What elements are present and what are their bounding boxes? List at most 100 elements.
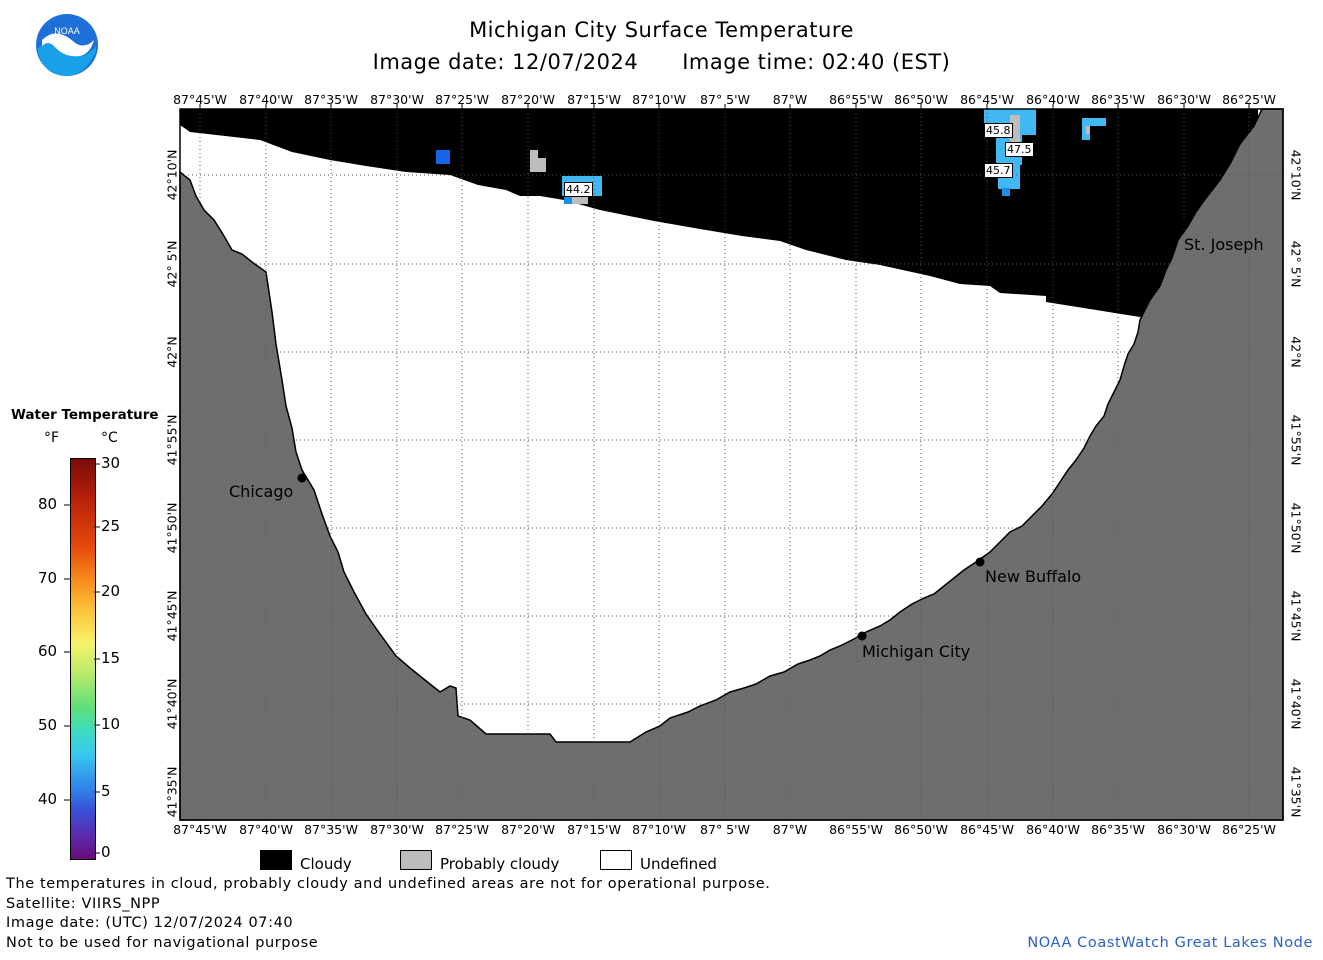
- legend-label-undefined: Undefined: [640, 855, 717, 873]
- lat-label-left: 41°40'N: [164, 678, 180, 730]
- footer-navigation-note: Not to be used for navigational purpose: [6, 935, 319, 951]
- image-date: Image date: 12/07/2024: [372, 50, 639, 74]
- colorbar-tick-c: 20: [101, 582, 121, 600]
- lat-label-left: 41°55'N: [164, 414, 180, 466]
- frame-ticks: [199, 104, 1250, 109]
- legend-swatch-undefined: [600, 850, 632, 870]
- colorbar-ticks: [64, 463, 100, 854]
- footer-utc-date: Image date: (UTC) 12/07/2024 07:40: [6, 915, 294, 931]
- lon-label-top: 86°40'W: [1026, 92, 1080, 107]
- lat-label-right: 42° 5'N: [1288, 240, 1304, 288]
- lon-label-top: 86°45'W: [960, 92, 1014, 107]
- city-label-st-joseph: St. Joseph: [1184, 235, 1264, 254]
- lon-label-top: 87°35'W: [304, 92, 358, 107]
- lon-label-top: 86°55'W: [829, 92, 883, 107]
- colorbar-tick-c: 15: [101, 649, 121, 667]
- lon-label-bottom: 86°30'W: [1157, 822, 1211, 837]
- lon-label-top: 87°30'W: [370, 92, 424, 107]
- lon-label-bottom: 87°10'W: [632, 822, 686, 837]
- lat-label-left: 41°35'N: [164, 766, 180, 818]
- lat-label-left: 42°N: [164, 336, 180, 368]
- lat-label-right: 42°N: [1288, 336, 1304, 368]
- map-title: Michigan City Surface Temperature: [469, 18, 854, 42]
- noaa-logo: NOAA: [34, 12, 100, 78]
- lon-label-top: 87°10'W: [632, 92, 686, 107]
- lon-label-top: 86°30'W: [1157, 92, 1211, 107]
- lon-label-top: 87°40'W: [239, 92, 293, 107]
- chicago-marker: [297, 473, 307, 483]
- temp-value-label: 45.7: [984, 163, 1013, 178]
- legend-label-probably-cloudy: Probably cloudy: [440, 855, 560, 873]
- lon-label-bottom: 86°35'W: [1091, 822, 1145, 837]
- colorbar-tick-f: 60: [38, 642, 58, 660]
- city-label-chicago: Chicago: [229, 482, 294, 501]
- city-label-michigan-city: Michigan City: [862, 642, 971, 661]
- lon-label-top: 86°50'W: [894, 92, 948, 107]
- lon-label-bottom: 87°30'W: [370, 822, 424, 837]
- temp-value-label: 47.5: [1005, 142, 1034, 157]
- city-label-new-buffalo: New Buffalo: [985, 567, 1082, 586]
- lon-label-bottom: 86°45'W: [960, 822, 1014, 837]
- lat-label-right: 41°50'N: [1288, 502, 1304, 554]
- footer-credit-link[interactable]: NOAA CoastWatch Great Lakes Node: [1027, 935, 1313, 951]
- lon-label-bottom: 87°35'W: [304, 822, 358, 837]
- lon-label-bottom: 86°50'W: [894, 822, 948, 837]
- colorbar-tick-c: 5: [101, 782, 111, 800]
- lon-label-bottom: 86°40'W: [1026, 822, 1080, 837]
- image-time: Image time: 02:40 (EST): [682, 50, 951, 74]
- lon-label-bottom: 87°45'W: [173, 822, 227, 837]
- lon-label-bottom: 86°55'W: [829, 822, 883, 837]
- footer-satellite: Satellite: VIIRS_NPP: [6, 896, 161, 912]
- map-frame: [179, 108, 1284, 821]
- lon-label-top: 86°25'W: [1222, 92, 1276, 107]
- lon-label-bottom: 87°20'W: [501, 822, 555, 837]
- noaa-logo-icon: NOAA: [36, 14, 98, 76]
- svg-text:NOAA: NOAA: [54, 26, 80, 36]
- graticule: [180, 109, 1283, 820]
- temp-value-label: 45.8: [984, 123, 1013, 138]
- temp-value-label: 44.2: [564, 182, 593, 197]
- new-buffalo-marker: [975, 557, 985, 567]
- colorbar-unit-f: °F: [44, 430, 60, 446]
- lon-label-bottom: 87° 5'W: [700, 822, 750, 837]
- lon-label-bottom: 87°40'W: [239, 822, 293, 837]
- lon-label-bottom: 87°25'W: [435, 822, 489, 837]
- lat-label-right: 42°10'N: [1288, 149, 1304, 201]
- michigan-city-marker: [857, 631, 867, 641]
- footer-disclaimer: The temperatures in cloud, probably clou…: [6, 876, 771, 892]
- lon-label-top: 87° 5'W: [700, 92, 750, 107]
- lon-label-top: 87°W: [772, 92, 808, 107]
- lat-label-right: 41°35'N: [1288, 766, 1304, 818]
- colorbar-tick-f: 80: [38, 495, 58, 513]
- lat-label-left: 41°50'N: [164, 502, 180, 554]
- colorbar-tick-f: 40: [38, 790, 58, 808]
- lon-label-top: 86°35'W: [1091, 92, 1145, 107]
- image-datetime: Image date: 12/07/2024 Image time: 02:40 …: [0, 50, 1323, 74]
- legend-label-cloudy: Cloudy: [300, 855, 352, 873]
- colorbar-unit-c: °C: [101, 430, 118, 446]
- colorbar-tick-f: 50: [38, 716, 58, 734]
- lat-label-left: 41°45'N: [164, 590, 180, 642]
- lon-label-bottom: 86°25'W: [1222, 822, 1276, 837]
- lon-label-bottom: 87°W: [772, 822, 808, 837]
- st-joseph-marker: [1179, 219, 1189, 229]
- legend-swatch-cloudy: [260, 850, 292, 870]
- land-west: [179, 108, 1284, 821]
- lat-label-right: 41°40'N: [1288, 678, 1304, 730]
- lon-label-top: 87°45'W: [173, 92, 227, 107]
- lat-label-left: 42°10'N: [164, 149, 180, 201]
- colorbar-tick-c: 0: [101, 843, 111, 861]
- colorbar-title: Water Temperature: [11, 407, 159, 423]
- colorbar-tick-f: 70: [38, 569, 58, 587]
- lon-label-top: 87°20'W: [501, 92, 555, 107]
- lon-label-top: 87°25'W: [435, 92, 489, 107]
- lon-label-top: 87°15'W: [567, 92, 621, 107]
- lat-label-right: 41°55'N: [1288, 414, 1304, 466]
- lat-label-right: 41°45'N: [1288, 590, 1304, 642]
- legend-swatch-probably-cloudy: [400, 850, 432, 870]
- lon-label-bottom: 87°15'W: [567, 822, 621, 837]
- temp-value-label: 3: [450, 161, 457, 172]
- colorbar-tick-c: 10: [101, 715, 121, 733]
- colorbar-tick-c: 30: [101, 454, 121, 472]
